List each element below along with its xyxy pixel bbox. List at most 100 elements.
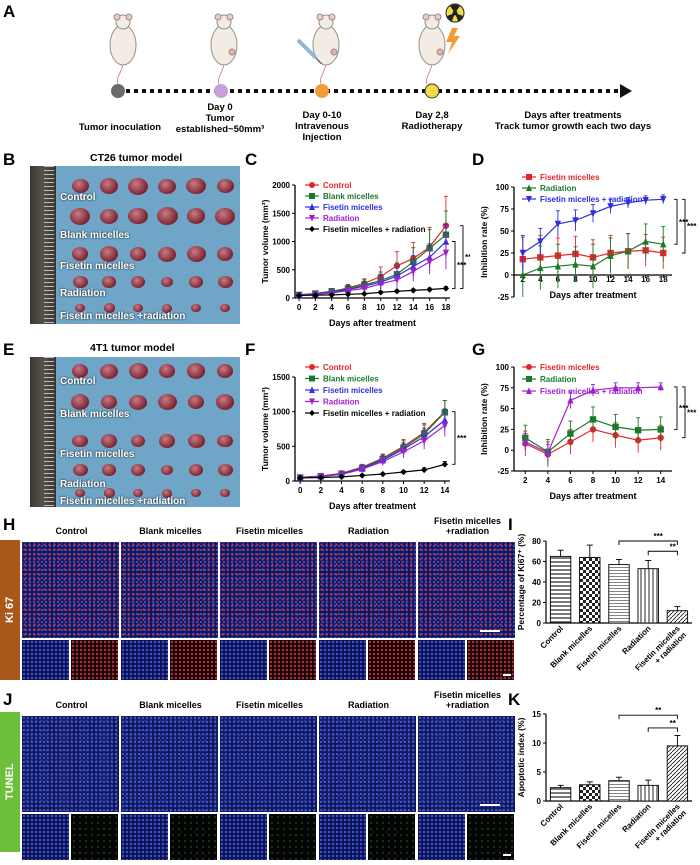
data-point: [554, 220, 562, 228]
y-tick-label: 1500: [272, 373, 290, 382]
legend-marker: [309, 410, 315, 416]
micro-image-main: [418, 716, 515, 812]
tumor-sample: [71, 178, 89, 194]
tumor-sample: [158, 178, 176, 194]
radiation-icon: [445, 3, 465, 23]
tumor-sample: [217, 463, 233, 477]
x-tick-label: 18: [659, 275, 668, 284]
tumor-sample: [72, 463, 88, 477]
y-tick-label: 100: [496, 183, 510, 192]
legend-label: Blank micelles: [323, 192, 379, 201]
legend-marker: [309, 215, 315, 222]
legend-marker: [526, 174, 532, 180]
syringe-icon: [296, 38, 323, 65]
micro-image-inset: [121, 640, 168, 680]
ki67-band: Ki 67: [0, 540, 20, 680]
panel-label-h: H: [3, 515, 16, 534]
timeline-dot-radiotherapy: [424, 83, 440, 99]
data-point: [634, 427, 642, 434]
data-point: [338, 473, 345, 481]
tumor-sample: [100, 395, 118, 409]
y-tick-label: 5: [537, 768, 542, 777]
tumor-sample: [215, 394, 235, 410]
y-tick-label: 0: [537, 619, 542, 628]
legend-marker: [309, 398, 315, 406]
data-point: [379, 470, 387, 478]
tumor-sample: [72, 434, 88, 448]
data-point: [441, 422, 449, 430]
micro-image-inset: [418, 814, 465, 860]
series-4: [295, 285, 450, 299]
data-point: [572, 217, 579, 225]
x-tick-label: 14: [409, 303, 418, 312]
micro-image-inset: [368, 640, 415, 680]
legend-label: Fisetin micelles: [540, 363, 600, 372]
y-tick-label: 0: [286, 294, 291, 303]
legend-marker: [526, 387, 532, 394]
tumor-sample: [157, 394, 177, 411]
data-point: [442, 285, 450, 292]
bar-4: [666, 610, 689, 624]
tumor-sample: [160, 276, 174, 288]
tumor-sample: [100, 434, 118, 449]
x-tick-label: 2: [313, 303, 318, 312]
data-point: [642, 197, 649, 204]
data-point: [426, 258, 433, 266]
data-point: [420, 437, 428, 445]
y-tick-label: 20: [532, 599, 541, 608]
timeline-dot-injection: [315, 84, 329, 98]
significance-label: ***: [687, 222, 697, 231]
data-point: [361, 290, 368, 297]
scale-bar: [480, 630, 500, 632]
y-axis-label: Inhibition rate (%): [479, 383, 489, 455]
significance-bracket: **: [647, 542, 678, 556]
x-tick-label: 16: [641, 275, 650, 284]
timeline-arrow-head: [620, 84, 632, 98]
series-line: [299, 241, 447, 296]
micro-image-inset: [467, 814, 514, 860]
micro-column-header: Fisetin micelles +radiation: [433, 690, 502, 710]
significance-label: ***: [457, 261, 467, 270]
y-tick-label: 50: [500, 405, 509, 414]
tumor-sample: [219, 488, 231, 498]
data-point: [612, 423, 619, 431]
y-tick-label: -25: [497, 293, 509, 302]
timeline-dot-inoculation: [111, 84, 125, 98]
y-tick-label: 500: [277, 266, 291, 275]
legend-label: Radiation: [540, 375, 577, 384]
data-point: [393, 276, 401, 284]
legend-label: Fisetin micelles + radiation: [540, 387, 643, 396]
bar-0: [549, 555, 572, 624]
series-1: [519, 223, 667, 297]
tumor-sample: [219, 303, 231, 313]
legend-label: Fisetin micelles + radiation: [540, 195, 643, 204]
tumor-sample: [191, 489, 201, 497]
micro-image-inset: [467, 640, 514, 680]
photo-e-row-5: Fisetin micelles +radiation: [60, 496, 186, 507]
data-point: [519, 249, 526, 257]
significance-bracket: ***: [674, 198, 689, 245]
x-axis-label: Days after treatment: [329, 501, 416, 511]
bar-3: [637, 568, 659, 624]
series-4: [296, 461, 449, 482]
tumor-sample: [216, 364, 234, 378]
significance-label: ***: [465, 253, 470, 262]
data-point: [572, 260, 579, 268]
bar-2: [608, 564, 630, 624]
data-point: [344, 291, 352, 298]
tumor-sample: [128, 207, 148, 225]
chart-g-inhibition-4t1: -25 0 25 50 75 100 2 4 6 8 10 12 14 Days after treatm…: [479, 363, 697, 501]
data-point: [624, 199, 632, 207]
tunel-band: TUNEL: [0, 712, 20, 852]
data-point: [537, 238, 544, 246]
timeline-label-days-after: Days after treatments Track tumor growth …: [494, 110, 652, 132]
timeline-label-day0: Day 0 Tumor established~50mm³: [175, 102, 265, 135]
x-tick-label: 2: [523, 476, 528, 485]
x-tick-label: 10: [376, 303, 385, 312]
data-point: [657, 426, 664, 433]
data-point: [361, 285, 368, 293]
tumor-sample: [133, 303, 143, 313]
micro-image-inset: [170, 814, 217, 860]
y-tick-label: 0: [537, 797, 542, 806]
micro-image-main: [220, 716, 317, 812]
